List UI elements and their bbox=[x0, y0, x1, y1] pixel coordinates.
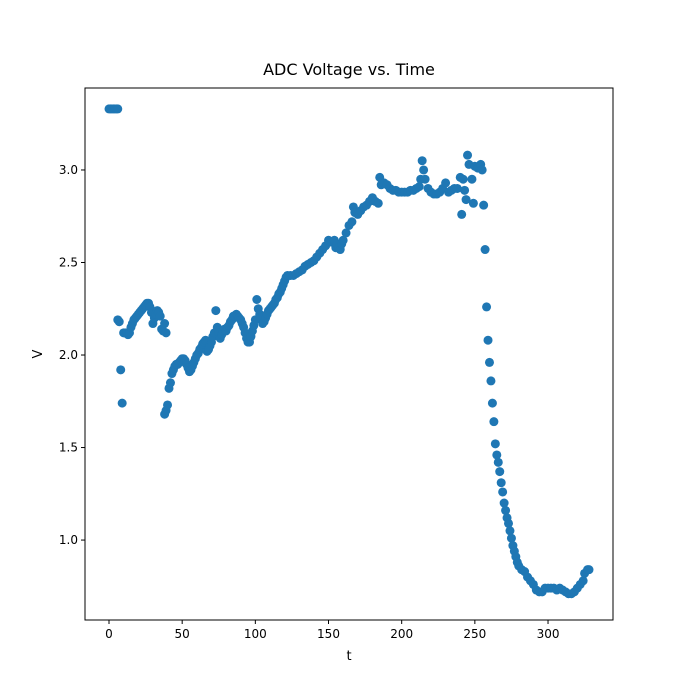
point bbox=[486, 376, 496, 386]
point bbox=[479, 200, 489, 210]
x-axis-label: t bbox=[346, 649, 351, 664]
point bbox=[506, 533, 516, 543]
point bbox=[492, 450, 502, 460]
point bbox=[252, 295, 262, 305]
point bbox=[417, 156, 427, 166]
point bbox=[341, 228, 351, 238]
point bbox=[163, 400, 173, 410]
chart-title: ADC Voltage vs. Time bbox=[263, 60, 435, 79]
point bbox=[458, 174, 468, 184]
point bbox=[487, 398, 497, 408]
x-tick-label: 100 bbox=[244, 627, 267, 641]
x-tick-label: 50 bbox=[175, 627, 190, 641]
point bbox=[499, 498, 509, 508]
y-axis-label: V bbox=[31, 349, 46, 358]
point bbox=[483, 335, 493, 345]
x-tick-label: 300 bbox=[537, 627, 560, 641]
point bbox=[460, 185, 470, 195]
point bbox=[489, 417, 499, 427]
point bbox=[373, 198, 383, 208]
point bbox=[347, 217, 357, 227]
point bbox=[452, 183, 462, 193]
point bbox=[117, 398, 127, 408]
y-tick-label: 1.5 bbox=[59, 441, 78, 455]
point bbox=[578, 576, 588, 586]
point bbox=[480, 245, 490, 255]
point bbox=[467, 174, 477, 184]
point bbox=[338, 235, 348, 245]
x-tick-label: 200 bbox=[390, 627, 413, 641]
point bbox=[468, 198, 478, 208]
point bbox=[160, 319, 170, 329]
point bbox=[495, 467, 505, 477]
point bbox=[114, 317, 124, 327]
point bbox=[155, 311, 165, 321]
point bbox=[161, 328, 171, 338]
point bbox=[116, 365, 126, 375]
point bbox=[414, 182, 424, 192]
point bbox=[113, 104, 123, 114]
y-tick-label: 3.0 bbox=[59, 163, 78, 177]
point bbox=[504, 518, 514, 528]
point bbox=[457, 209, 467, 219]
point bbox=[498, 487, 508, 497]
y-tick-label: 2.0 bbox=[59, 348, 78, 362]
x-tick-label: 150 bbox=[317, 627, 340, 641]
point bbox=[496, 478, 506, 488]
point bbox=[490, 439, 500, 449]
y-tick-label: 1.0 bbox=[59, 533, 78, 547]
point bbox=[493, 457, 503, 467]
y-tick-label: 2.5 bbox=[59, 255, 78, 269]
point bbox=[482, 302, 492, 312]
point bbox=[461, 195, 471, 205]
x-tick-label: 250 bbox=[463, 627, 486, 641]
point bbox=[419, 165, 429, 175]
plot-frame bbox=[84, 87, 614, 621]
point bbox=[505, 526, 515, 536]
point bbox=[441, 178, 451, 188]
point bbox=[484, 357, 494, 367]
point bbox=[501, 505, 511, 515]
point bbox=[420, 174, 430, 184]
point bbox=[584, 565, 594, 575]
point bbox=[463, 150, 473, 160]
point bbox=[477, 165, 487, 175]
point bbox=[211, 306, 221, 316]
x-tick-label: 0 bbox=[105, 627, 113, 641]
point bbox=[165, 378, 175, 388]
